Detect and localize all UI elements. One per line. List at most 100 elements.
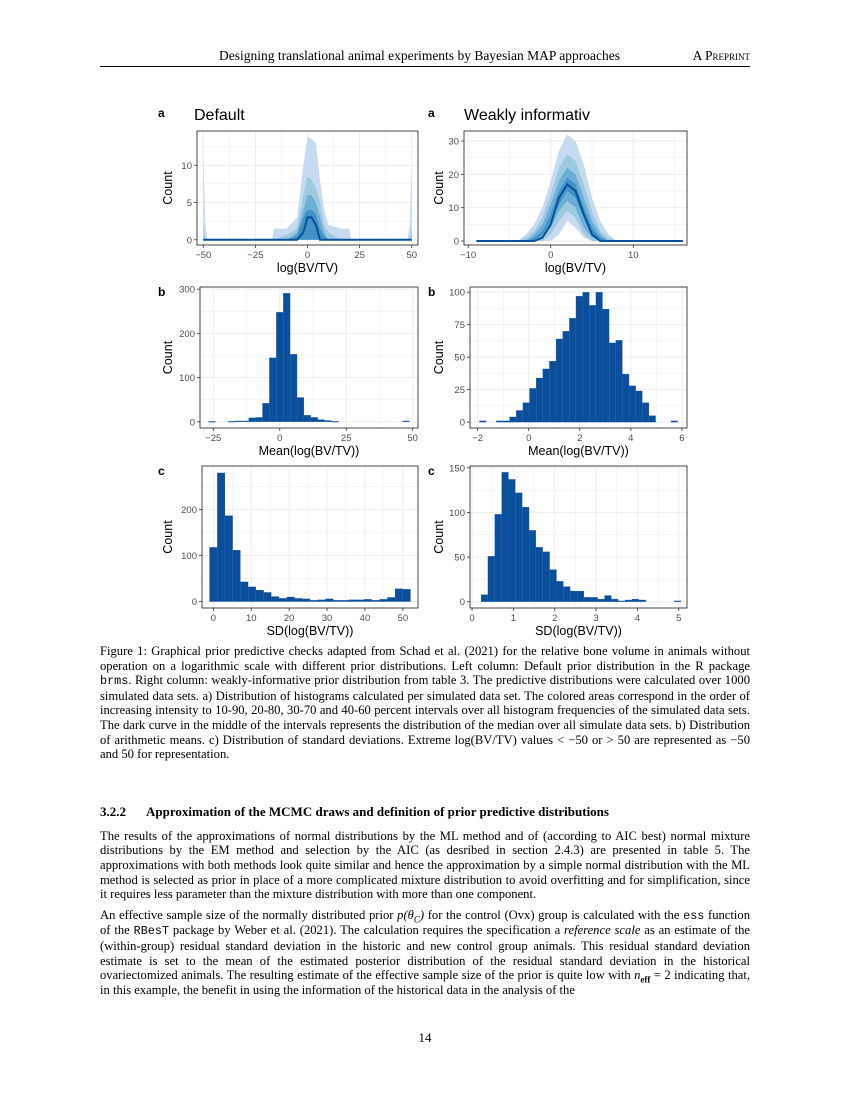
- caption-text: Figure 1: Graphical prior predictive che…: [100, 644, 750, 673]
- histogram-bar: [317, 599, 326, 602]
- histogram-bar: [283, 293, 291, 422]
- histogram-bar: [234, 420, 242, 422]
- header-rule: [100, 66, 750, 67]
- chart-panel-c-left: 0 10 20 30 40 50 0 100 200 SD(log(BV/TV)) Count c: [158, 464, 419, 638]
- text: for the control (Ovx) group is calculate…: [424, 907, 684, 922]
- y-tick-label: 0: [192, 597, 197, 608]
- chart-panel-b-left: −25 0 25 50 0 100 200 300 Mean(log(BV/TV)) Count b: [158, 285, 419, 458]
- figure-caption: Figure 1: Graphical prior predictive che…: [100, 644, 750, 762]
- emphasis: reference scale: [564, 923, 641, 938]
- histogram-bar: [670, 420, 678, 423]
- panel-border: [201, 465, 419, 609]
- histogram-bar: [582, 292, 590, 423]
- x-tick-label: 40: [360, 613, 371, 624]
- histogram-bar: [642, 402, 650, 423]
- x-tick-label: 0: [469, 613, 474, 624]
- x-tick-label: 2: [577, 433, 582, 444]
- histogram-bar: [529, 388, 537, 423]
- y-axis-label: Count: [161, 340, 175, 374]
- histogram-bar: [340, 600, 349, 602]
- histogram-bar: [348, 599, 357, 602]
- histogram-bar: [496, 420, 504, 423]
- x-tick-label: −25: [205, 433, 221, 444]
- x-tick-label: 50: [407, 433, 418, 444]
- y-tick-label: 100: [449, 508, 465, 519]
- x-tick-label: 5: [676, 613, 681, 624]
- text: function of the: [100, 907, 750, 938]
- histogram-bar: [638, 599, 646, 602]
- histogram-bar: [271, 596, 280, 602]
- caption-code: brms: [100, 674, 129, 689]
- histogram-bar: [302, 598, 311, 602]
- histogram-bar: [625, 599, 633, 602]
- y-tick-label: 0: [454, 237, 459, 248]
- x-tick-label: 30: [322, 613, 333, 624]
- y-tick-label: 100: [181, 551, 197, 562]
- histogram-bar: [570, 590, 578, 602]
- histogram-bar: [536, 377, 543, 423]
- y-tick-label: 200: [181, 505, 197, 516]
- text: package by Weber et al. (2021). The calc…: [169, 923, 565, 938]
- y-tick-label: 0: [187, 235, 192, 246]
- y-axis-label: Count: [161, 520, 175, 554]
- histogram-bar: [324, 420, 332, 422]
- x-tick-label: 0: [211, 613, 216, 624]
- histogram-bar: [479, 420, 487, 423]
- math-sub: C: [413, 914, 420, 925]
- code-ess: ess: [683, 908, 705, 923]
- y-axis-label: Count: [432, 171, 446, 205]
- histogram-bar: [542, 368, 550, 423]
- histogram-bar: [286, 596, 295, 602]
- histogram-bar: [296, 397, 305, 422]
- x-tick-label: 1: [511, 613, 516, 624]
- histogram-bar: [255, 417, 263, 422]
- histogram-bar: [356, 599, 365, 602]
- y-tick-label: 200: [179, 329, 195, 340]
- x-tick-label: 25: [341, 433, 352, 444]
- histogram-bar: [622, 373, 630, 423]
- histogram-bar: [294, 598, 303, 602]
- panel-title: Weakly informativ: [464, 107, 590, 124]
- x-tick-label: 3: [593, 613, 598, 624]
- histogram-bar: [325, 598, 334, 602]
- x-tick-label: 4: [628, 433, 633, 444]
- paragraph-1: The results of the approximations of nor…: [100, 828, 750, 902]
- histogram-bar: [310, 417, 318, 422]
- histogram-bar: [502, 420, 510, 423]
- band-40-60: [203, 209, 412, 240]
- y-tick-label: 100: [449, 288, 465, 299]
- histogram-bar: [208, 421, 216, 423]
- panel-letter: b: [158, 285, 165, 299]
- x-tick-label: 50: [406, 250, 417, 261]
- paragraph-2: An effective sample size of the normally…: [100, 908, 750, 998]
- panel-letter: c: [158, 464, 165, 478]
- x-tick-label: 0: [548, 250, 553, 261]
- text-flow: Figure 1: Graphical prior predictive che…: [100, 644, 750, 997]
- histogram-bar: [333, 600, 342, 602]
- histogram-bar: [628, 385, 636, 423]
- histogram-bar: [522, 506, 530, 602]
- x-tick-label: −2: [472, 433, 483, 444]
- histogram-bar: [227, 421, 235, 423]
- histogram-bar: [387, 597, 396, 602]
- y-tick-label: 300: [179, 285, 195, 296]
- median-line: [476, 182, 683, 242]
- x-tick-label: 6: [679, 433, 684, 444]
- histogram-bar: [255, 589, 264, 602]
- histogram-bar: [562, 331, 570, 423]
- y-axis-label: Count: [432, 340, 446, 374]
- math: ): [419, 907, 425, 922]
- x-tick-label: −50: [195, 250, 211, 261]
- histogram-bar: [615, 340, 623, 423]
- y-tick-label: 75: [454, 320, 465, 331]
- math: = 2: [650, 968, 671, 983]
- histogram-bar: [209, 547, 218, 602]
- code-rbest: RBesT: [133, 924, 170, 939]
- histogram-bar: [508, 479, 516, 602]
- x-tick-label: 0: [277, 433, 282, 444]
- histogram-bar: [528, 530, 537, 602]
- math-sub: eff: [640, 974, 651, 985]
- histogram-bar: [590, 597, 598, 602]
- histogram-bar: [618, 600, 626, 602]
